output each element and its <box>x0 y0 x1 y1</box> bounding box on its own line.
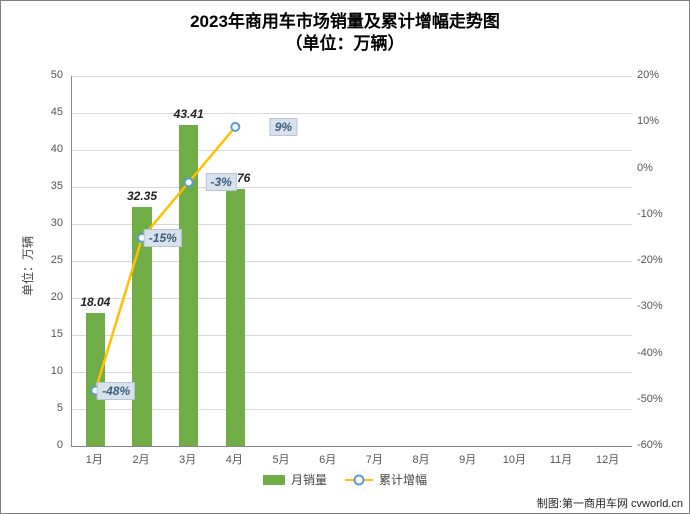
y-right-tick: -30% <box>637 300 663 312</box>
x-tick: 1月 <box>86 451 103 467</box>
legend-bar-label: 月销量 <box>291 471 327 488</box>
legend-bar-swatch <box>263 475 285 485</box>
y-left-tick: 45 <box>33 106 63 118</box>
credit-text: 制图:第一商用车网 cvworld.cn <box>537 495 683 511</box>
x-tick: 11月 <box>550 451 572 467</box>
title-line-1: 2023年商用车市场销量及累计增幅走势图 <box>1 11 689 33</box>
x-tick: 6月 <box>319 451 336 467</box>
y-left-tick: 5 <box>33 402 63 414</box>
legend: 月销量 累计增幅 <box>263 471 427 488</box>
legend-line-label: 累计增幅 <box>379 471 427 488</box>
x-tick: 5月 <box>272 451 289 467</box>
y-left-tick: 15 <box>33 328 63 340</box>
legend-line-swatch <box>345 475 373 485</box>
chart-container: 2023年商用车市场销量及累计增幅走势图 （单位：万辆） 18.0432.354… <box>0 0 690 514</box>
y-left-tick: 40 <box>33 143 63 155</box>
y-right-tick: -10% <box>637 208 663 220</box>
y-right-tick: -50% <box>637 393 663 405</box>
y-left-tick: 25 <box>33 254 63 266</box>
x-tick: 7月 <box>366 451 383 467</box>
y-right-tick: -60% <box>637 439 663 451</box>
line-series <box>72 76 632 446</box>
x-tick: 2月 <box>132 451 149 467</box>
y-right-tick: 20% <box>637 69 659 81</box>
y-right-tick: -40% <box>637 347 663 359</box>
y-left-tick: 10 <box>33 365 63 377</box>
line-label: -3% <box>205 173 236 191</box>
line-label: 9% <box>270 118 297 136</box>
x-tick: 8月 <box>412 451 429 467</box>
y-left-tick: 20 <box>33 291 63 303</box>
y-left-tick: 0 <box>33 439 63 451</box>
y-left-tick: 35 <box>33 180 63 192</box>
x-tick: 12月 <box>596 451 619 467</box>
y-right-tick: 0% <box>637 162 653 174</box>
y-left-tick: 50 <box>33 69 63 81</box>
y-left-tick: 30 <box>33 217 63 229</box>
x-tick: 3月 <box>179 451 196 467</box>
chart-title: 2023年商用车市场销量及累计增幅走势图 （单位：万辆） <box>1 1 689 55</box>
y-right-tick: 10% <box>637 115 659 127</box>
line-label: -48% <box>97 382 135 400</box>
line-label: -15% <box>144 229 182 247</box>
legend-item-bars: 月销量 <box>263 471 327 488</box>
x-tick: 4月 <box>226 451 243 467</box>
title-line-2: （单位：万辆） <box>1 33 689 55</box>
x-tick: 10月 <box>503 451 526 467</box>
x-tick: 9月 <box>459 451 476 467</box>
plot-area: 18.0432.3543.4134.76-48%-15%-3%9% <box>71 76 632 447</box>
legend-item-line: 累计增幅 <box>345 471 427 488</box>
y-right-tick: -20% <box>637 254 663 266</box>
